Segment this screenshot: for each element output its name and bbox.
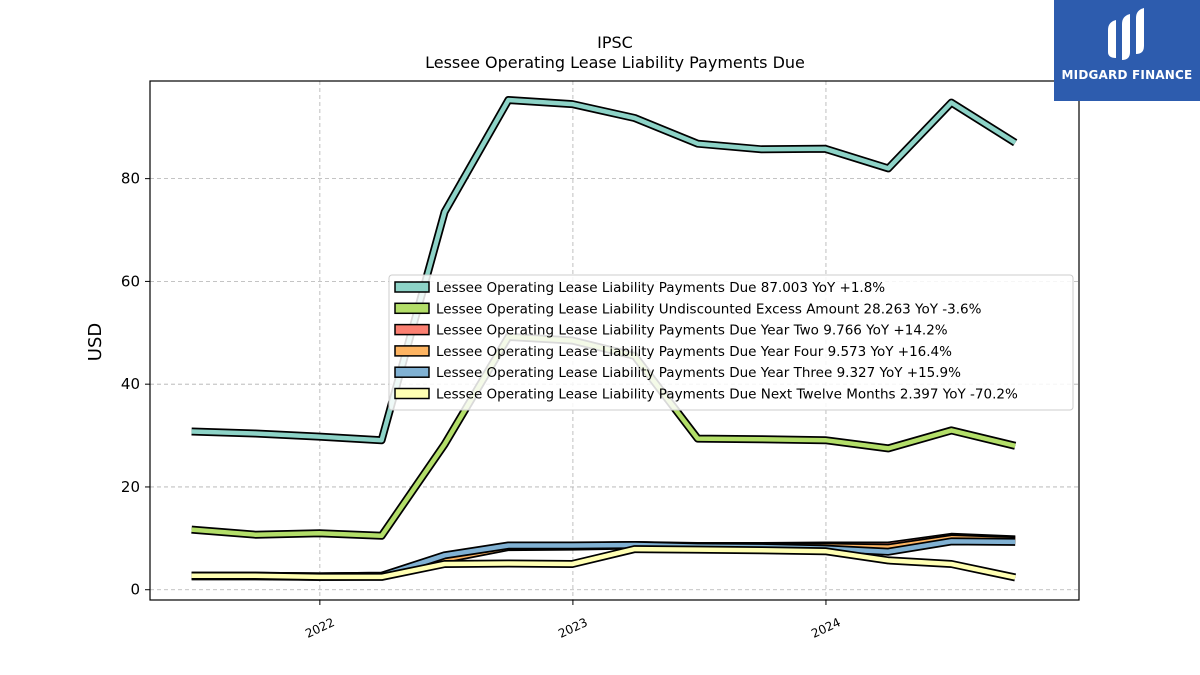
legend-swatch bbox=[394, 302, 430, 315]
y-tick-label: 40 bbox=[121, 375, 140, 393]
x-axis-ticks: 2022 2023 2024 bbox=[303, 600, 843, 641]
brand-logo: MIDGARD FINANCE bbox=[1054, 0, 1200, 101]
y-tick-label: 20 bbox=[121, 478, 140, 496]
series-line-5 bbox=[191, 546, 1016, 580]
legend-swatch bbox=[394, 345, 430, 357]
brand-name: MIDGARD FINANCE bbox=[1061, 68, 1193, 82]
y-tick-label: 0 bbox=[130, 581, 140, 599]
y-tick-label: 60 bbox=[121, 272, 140, 290]
legend-swatch bbox=[394, 323, 430, 336]
chart-subtitle: Lessee Operating Lease Liability Payment… bbox=[425, 53, 805, 72]
legend-entry: Lessee Operating Lease Liability Payment… bbox=[436, 280, 885, 296]
series-line-0 bbox=[191, 97, 1017, 443]
legend-swatch bbox=[394, 387, 430, 400]
chart-title: IPSC bbox=[597, 33, 633, 52]
x-tick-label: 2024 bbox=[809, 615, 843, 641]
brand-mark-icon bbox=[1108, 8, 1144, 60]
x-tick-label: 2022 bbox=[303, 615, 337, 641]
x-tick-label: 2023 bbox=[556, 615, 590, 641]
legend-entry: Lessee Operating Lease Liability Payment… bbox=[436, 387, 1018, 403]
legend-entry: Lessee Operating Lease Liability Payment… bbox=[436, 365, 961, 381]
legend-swatch bbox=[394, 281, 430, 293]
y-tick-label: 80 bbox=[121, 170, 140, 188]
plot-frame bbox=[149, 80, 1080, 601]
y-axis-ticks: 0 20 40 60 80 bbox=[121, 170, 150, 599]
legend: Lessee Operating Lease Liability Payment… bbox=[388, 274, 1074, 411]
legend-entry: Lessee Operating Lease Liability Undisco… bbox=[436, 301, 982, 317]
legend-swatch bbox=[394, 366, 430, 378]
y-axis-label: USD bbox=[85, 323, 106, 361]
series-layer bbox=[191, 96, 1018, 582]
legend-entry: Lessee Operating Lease Liability Payment… bbox=[436, 344, 952, 360]
legend-entry: Lessee Operating Lease Liability Payment… bbox=[436, 323, 948, 339]
legend-box bbox=[388, 274, 1074, 411]
